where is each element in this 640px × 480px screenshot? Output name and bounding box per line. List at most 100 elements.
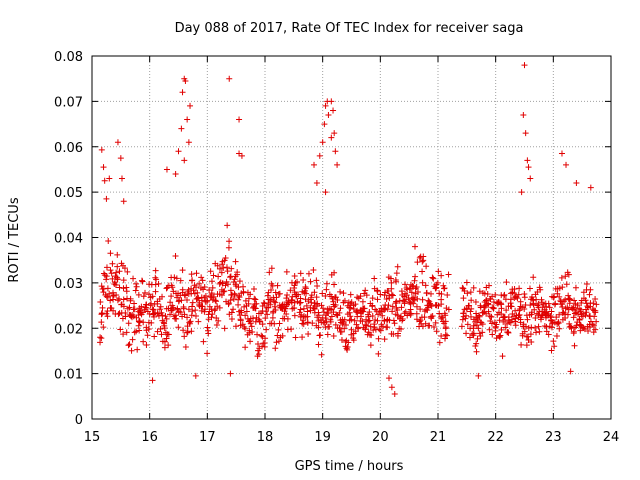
data-point (219, 261, 226, 268)
x-tick-label: 23 (545, 430, 562, 445)
x-tick-label: 19 (314, 430, 331, 445)
data-point (341, 325, 348, 332)
data-point (393, 270, 400, 277)
data-point (131, 306, 138, 313)
data-point (125, 342, 132, 349)
axis-ticks (91, 55, 612, 420)
data-point (483, 302, 490, 309)
data-point (142, 301, 149, 308)
data-point (438, 333, 445, 340)
data-point (413, 310, 420, 317)
data-point (140, 338, 147, 345)
data-point (374, 288, 381, 295)
data-point (186, 320, 193, 327)
data-point (330, 332, 337, 339)
data-point (152, 288, 159, 295)
data-point (291, 299, 298, 306)
data-point (520, 111, 527, 118)
data-point (279, 332, 286, 339)
x-tick-label: 22 (487, 430, 504, 445)
data-point (466, 334, 473, 341)
data-point (100, 324, 107, 331)
data-point (388, 285, 395, 292)
data-point (134, 346, 141, 353)
data-point (187, 102, 194, 109)
data-point (182, 77, 189, 84)
data-point (491, 319, 498, 326)
data-point (553, 332, 560, 339)
data-point (212, 297, 219, 304)
data-point (98, 335, 105, 342)
data-point (205, 327, 212, 334)
data-point (402, 308, 409, 315)
data-point (376, 326, 383, 333)
data-point (120, 303, 127, 310)
data-point (497, 332, 504, 339)
data-point (238, 307, 245, 314)
data-point (550, 338, 557, 345)
data-point (248, 323, 255, 330)
data-point (369, 303, 376, 310)
data-point (486, 282, 493, 289)
data-point (275, 338, 282, 345)
data-point (221, 325, 228, 332)
data-point (503, 307, 510, 314)
data-point (533, 296, 540, 303)
data-point (592, 309, 599, 316)
data-point (515, 312, 522, 319)
data-point (590, 300, 597, 307)
data-point (414, 259, 421, 266)
data-point (388, 384, 395, 391)
data-point (499, 353, 506, 360)
data-point (562, 273, 569, 280)
data-point (126, 341, 133, 348)
data-point (143, 341, 150, 348)
data-point (336, 324, 343, 331)
data-point (366, 317, 373, 324)
data-point (411, 297, 418, 304)
data-point (227, 287, 234, 294)
data-point (165, 331, 172, 338)
data-point (184, 314, 191, 321)
data-point (429, 274, 436, 281)
data-point (190, 287, 197, 294)
data-point (390, 331, 397, 338)
data-point (120, 285, 127, 292)
data-point (148, 319, 155, 326)
data-point (266, 269, 273, 276)
y-tick-label: 0.07 (54, 95, 83, 110)
data-point (522, 130, 529, 137)
data-point (345, 339, 352, 346)
data-point (180, 305, 187, 312)
data-point (374, 287, 381, 294)
data-point (324, 309, 331, 316)
data-point (507, 319, 514, 326)
data-point (199, 277, 206, 284)
data-point (149, 293, 156, 300)
data-point (231, 291, 238, 298)
data-point (403, 284, 410, 291)
data-point (290, 305, 297, 312)
data-point (572, 284, 579, 291)
data-point (275, 290, 282, 297)
data-point (114, 297, 121, 304)
data-point (230, 306, 237, 313)
data-point (234, 269, 241, 276)
data-point (250, 286, 257, 293)
data-point (264, 292, 271, 299)
data-point (123, 284, 130, 291)
data-point (179, 89, 186, 96)
data-point (530, 274, 537, 281)
data-point (343, 345, 350, 352)
data-point (300, 305, 307, 312)
x-tick-label: 24 (603, 430, 620, 445)
data-point (420, 253, 427, 260)
data-point (309, 320, 316, 327)
y-tick-label: 0.06 (54, 141, 83, 156)
data-point (97, 334, 104, 341)
data-point (121, 265, 128, 272)
data-point (168, 307, 175, 314)
data-point (304, 313, 311, 320)
data-point (523, 342, 530, 349)
data-point (228, 265, 235, 272)
